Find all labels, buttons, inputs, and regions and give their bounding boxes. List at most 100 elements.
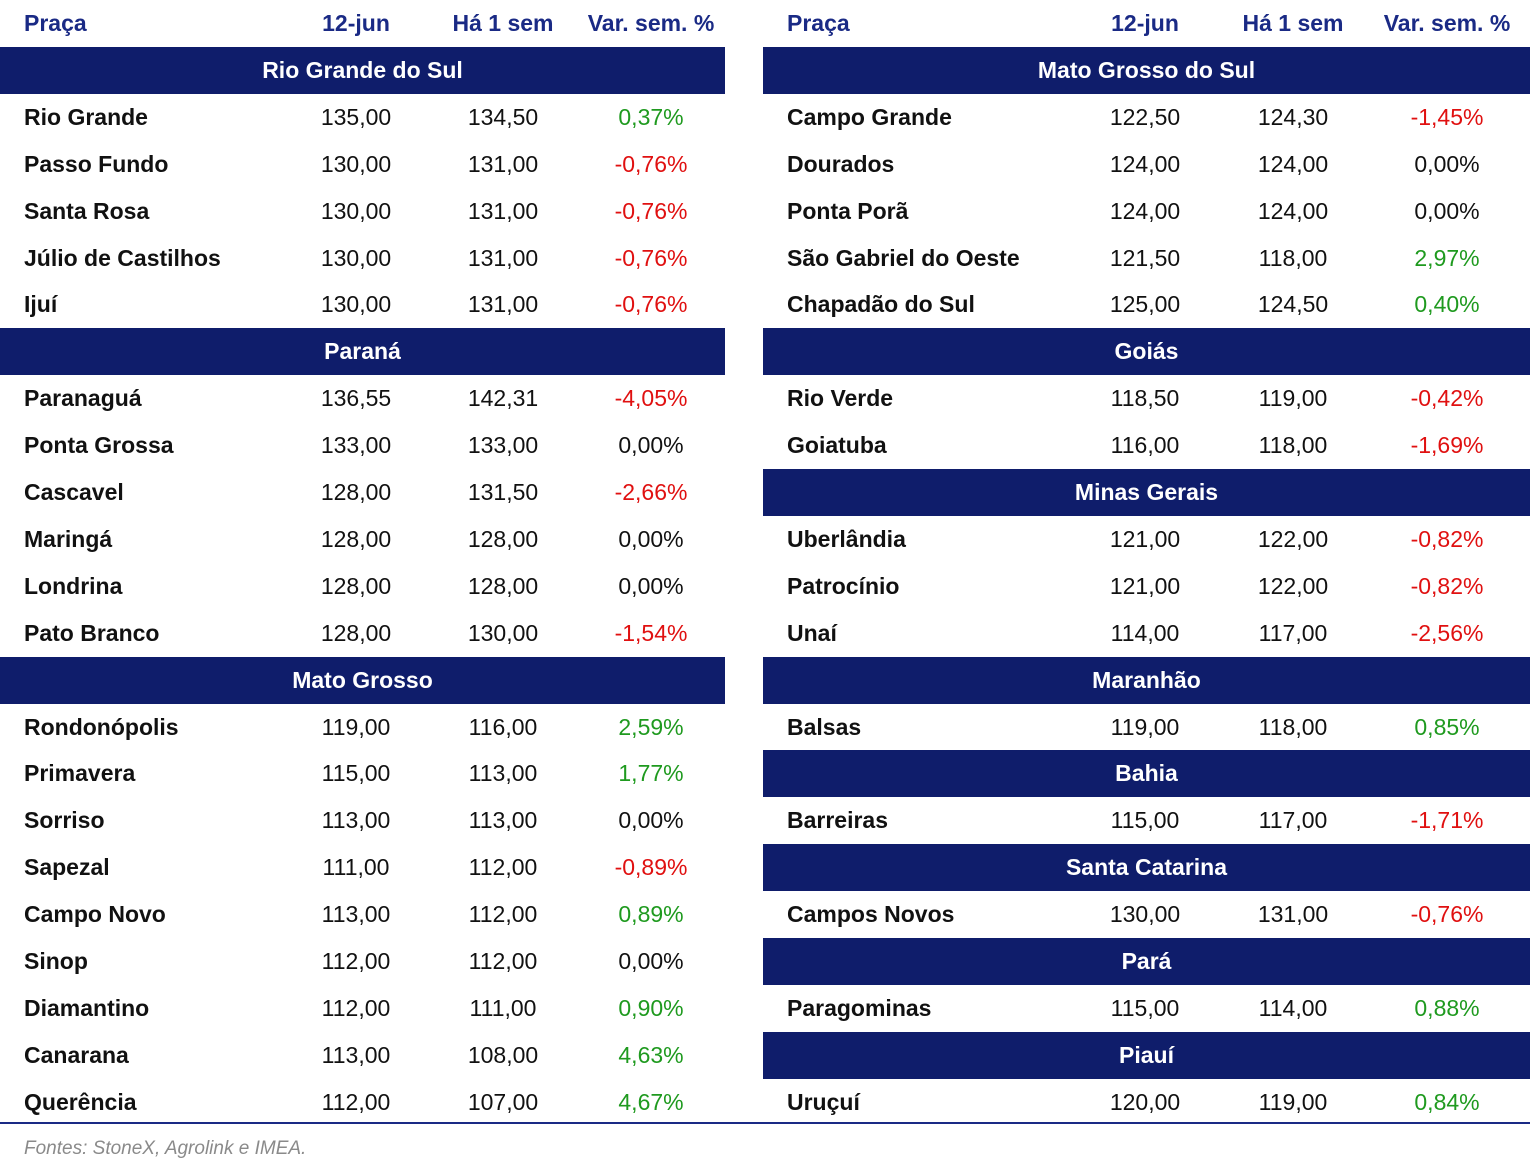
- place-name: Pato Branco: [24, 619, 160, 646]
- weekly-change: 0,90%: [618, 994, 684, 1021]
- section-band: Mato Grosso do Sul: [763, 46, 1530, 94]
- weekly-change: 0,85%: [1414, 713, 1480, 740]
- place-name: Sinop: [24, 948, 88, 974]
- weekly-change: 0,00%: [618, 432, 684, 459]
- section-title: Piauí: [1119, 1041, 1174, 1068]
- price-current: 124,00: [1109, 197, 1181, 224]
- weekly-change: -0,76%: [614, 197, 688, 224]
- price-current: 119,00: [321, 713, 391, 740]
- place-name: Unaí: [787, 619, 837, 646]
- price-current: 118,50: [1110, 385, 1180, 412]
- price-current: 130,00: [320, 291, 392, 318]
- price-week-ago: 124,50: [1257, 291, 1329, 318]
- price-week-ago: 131,00: [467, 244, 539, 271]
- price-week-ago: 122,00: [1257, 525, 1329, 552]
- place-name: Ponta Porã: [787, 197, 909, 224]
- section-band: Piauí: [763, 1031, 1530, 1079]
- price-week-ago: 116,00: [468, 713, 538, 740]
- price-current: 128,00: [320, 572, 392, 599]
- price-current: 119,00: [1110, 713, 1180, 740]
- section-title: Santa Catarina: [1065, 854, 1228, 881]
- weekly-change: 0,00%: [618, 572, 684, 599]
- place-name: Canarana: [24, 1041, 129, 1068]
- section-band: Rio Grande do Sul: [0, 46, 725, 94]
- section-title: Mato Grosso do Sul: [1037, 56, 1256, 83]
- section-title: Rio Grande do Sul: [262, 56, 463, 83]
- weekly-change: 2,59%: [618, 713, 684, 740]
- price-week-ago: 118,00: [1258, 713, 1328, 740]
- weekly-change: -0,82%: [1410, 525, 1484, 552]
- place-name: Barreiras: [787, 807, 889, 834]
- price-current: 113,00: [321, 1041, 391, 1068]
- price-week-ago: 131,00: [467, 197, 539, 224]
- place-name: Campo Novo: [24, 901, 166, 928]
- weekly-change: 0,88%: [1414, 994, 1480, 1021]
- price-week-ago: 119,00: [1258, 1088, 1328, 1115]
- place-name: Passo Fundo: [24, 150, 169, 177]
- price-week-ago: 124,00: [1257, 150, 1329, 177]
- place-name: Rio Grande: [24, 103, 148, 130]
- place-name: Ponta Grossa: [24, 432, 174, 459]
- place-name: Balsas: [787, 713, 862, 740]
- section-band: Santa Catarina: [763, 844, 1530, 892]
- price-week-ago: 131,00: [467, 150, 539, 177]
- price-current: 124,00: [1109, 150, 1181, 177]
- weekly-change: 0,00%: [1414, 150, 1480, 177]
- weekly-change: -1,71%: [1410, 807, 1484, 834]
- place-name: Chapadão do Sul: [787, 291, 975, 318]
- weekly-change: -0,89%: [614, 854, 688, 881]
- place-name: São Gabriel do Oeste: [787, 244, 1020, 271]
- weekly-change: 0,89%: [618, 901, 684, 928]
- price-current: 121,00: [1109, 525, 1181, 552]
- weekly-change: -1,45%: [1410, 103, 1484, 130]
- price-week-ago: 124,30: [1257, 103, 1329, 130]
- price-week-ago: 133,00: [467, 432, 539, 459]
- price-current: 136,55: [320, 385, 392, 412]
- price-week-ago: 118,00: [1258, 432, 1328, 459]
- price-current: 111,00: [322, 854, 390, 881]
- section-title: Goiás: [1114, 338, 1179, 365]
- place-name: Santa Rosa: [24, 197, 150, 224]
- price-week-ago: 118,00: [1258, 244, 1328, 271]
- price-week-ago: 113,00: [468, 807, 538, 834]
- price-week-ago: 130,00: [467, 619, 539, 646]
- weekly-change: -0,76%: [614, 291, 688, 318]
- price-current: 135,00: [320, 103, 392, 130]
- weekly-change: 0,00%: [618, 948, 684, 974]
- price-week-ago: 119,00: [1258, 385, 1328, 412]
- price-week-ago: 113,00: [468, 760, 538, 787]
- section-title: Paraná: [324, 338, 401, 365]
- price-current: 115,00: [1110, 994, 1180, 1021]
- weekly-change: -4,05%: [614, 385, 688, 412]
- price-current: 113,00: [321, 807, 391, 834]
- place-name: Uruçuí: [787, 1088, 860, 1115]
- section-band: Bahia: [763, 750, 1530, 798]
- price-week-ago: 114,00: [1258, 994, 1328, 1021]
- place-name: Uberlândia: [787, 525, 906, 552]
- price-current: 128,00: [320, 619, 392, 646]
- price-week-ago: 117,00: [1258, 807, 1328, 834]
- place-name: Londrina: [24, 572, 123, 599]
- weekly-change: 0,40%: [1414, 291, 1480, 318]
- price-current: 130,00: [320, 150, 392, 177]
- weekly-change: 4,63%: [618, 1041, 684, 1068]
- place-name: Sapezal: [24, 854, 110, 881]
- weekly-change: -0,82%: [1410, 572, 1484, 599]
- price-current: 112,00: [321, 948, 391, 974]
- place-name: Diamantino: [24, 994, 150, 1021]
- price-week-ago: 131,00: [467, 291, 539, 318]
- price-current: 113,00: [321, 901, 391, 928]
- price-current: 115,00: [321, 760, 391, 787]
- column-header: Praça: [787, 10, 850, 36]
- weekly-change: 0,37%: [618, 103, 684, 130]
- section-title: Pará: [1121, 948, 1172, 974]
- price-week-ago: 134,50: [467, 103, 539, 130]
- place-name: Ijuí: [24, 291, 58, 318]
- column-header: Var. sem. %: [1383, 10, 1511, 36]
- weekly-change: 0,00%: [1414, 197, 1480, 224]
- price-current: 121,50: [1109, 244, 1181, 271]
- place-name: Cascavel: [24, 479, 124, 505]
- weekly-change: -2,66%: [614, 479, 688, 505]
- section-title: Minas Gerais: [1074, 479, 1219, 505]
